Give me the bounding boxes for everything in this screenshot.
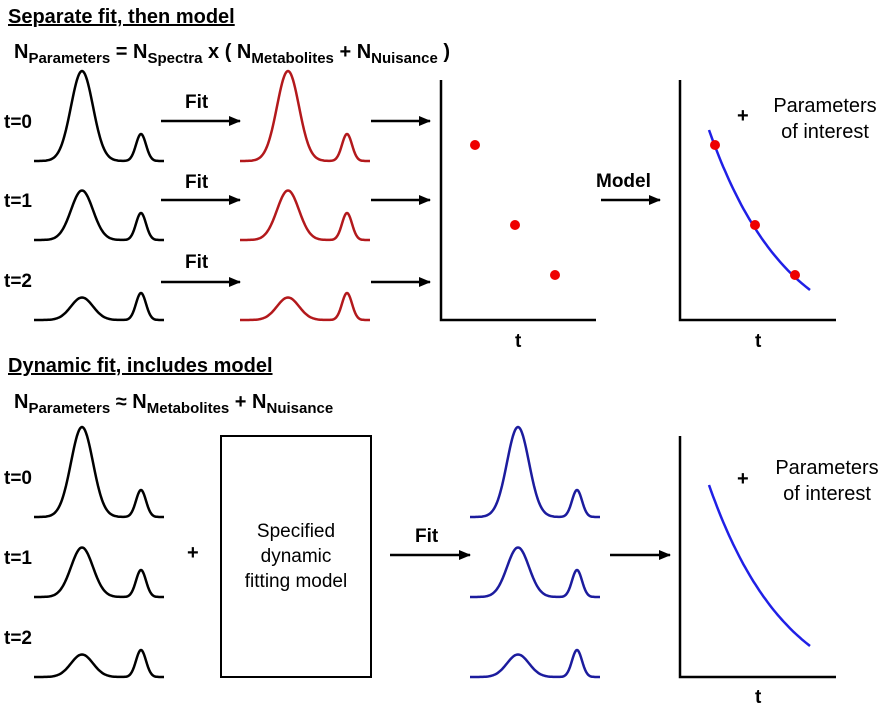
dynamic-plot-x-axis-label: t (755, 687, 762, 708)
model-plot-axes (678, 80, 836, 322)
scatter-x-axis-label: t (515, 331, 522, 352)
scatter-point-t1 (510, 220, 520, 230)
fitted-spectrum-t0 (240, 69, 370, 163)
dynamic-fitted-spectrum-t1 (470, 546, 600, 599)
model-point-t2 (790, 270, 800, 280)
model-label: Model (596, 171, 651, 192)
time-label-t1: t=1 (4, 191, 32, 212)
parameters-of-interest-top: Parameters of interest (773, 95, 877, 143)
section-header-dynamic: Dynamic fit, includes model (8, 355, 273, 377)
fit-label-t1: Fit (185, 172, 209, 193)
model-curve-bottom (707, 484, 811, 647)
plus-sign-top: + (737, 105, 749, 127)
fit-label-t0: Fit (185, 92, 209, 113)
time-label-bottom-t0: t=0 (4, 468, 32, 489)
model-point-t0 (710, 140, 720, 150)
section-header-separate: Separate fit, then model (8, 6, 235, 28)
fitted-spectrum-t2 (240, 291, 370, 322)
raw-spectrum-t2 (34, 291, 164, 322)
dynamic-fit-label: Fit (415, 526, 439, 547)
model-curve-top (707, 129, 811, 291)
fitted-spectrum-t1 (240, 189, 370, 242)
parameters-of-interest-bottom: Parameters of interest (775, 457, 879, 505)
time-label-t0: t=0 (4, 112, 32, 133)
time-label-bottom-t1: t=1 (4, 548, 32, 569)
scatter-point-t2 (550, 270, 560, 280)
fit-label-t2: Fit (185, 252, 209, 273)
plus-sign-bottom: + (737, 468, 749, 490)
raw-spectrum-bottom-t0 (34, 425, 164, 519)
dynamic-fitted-spectrum-t0 (470, 425, 600, 519)
time-label-bottom-t2: t=2 (4, 628, 32, 649)
raw-spectrum-bottom-t2 (34, 648, 164, 679)
plus-join: + (187, 542, 199, 564)
model-plot-x-axis-label: t (755, 331, 762, 352)
scatter-point-t0 (470, 140, 480, 150)
dynamic-fitted-spectrum-t2 (470, 648, 600, 679)
dynamic-model-box (220, 435, 372, 678)
time-label-t2: t=2 (4, 271, 32, 292)
model-point-t1 (750, 220, 760, 230)
dynamic-plot-axes (678, 436, 836, 679)
formula-dynamic: NParameters ≈ NMetabolites + NNuisance (14, 391, 334, 417)
dynamic-model-box-text: Specified dynamic fitting model (244, 521, 348, 592)
raw-spectrum-t1 (34, 189, 164, 242)
formula-separate: NParameters = NSpectra x ( NMetabolites … (14, 41, 451, 67)
raw-spectrum-bottom-t1 (34, 546, 164, 599)
raw-spectrum-t0 (34, 69, 164, 163)
scatter-axes (439, 80, 596, 322)
